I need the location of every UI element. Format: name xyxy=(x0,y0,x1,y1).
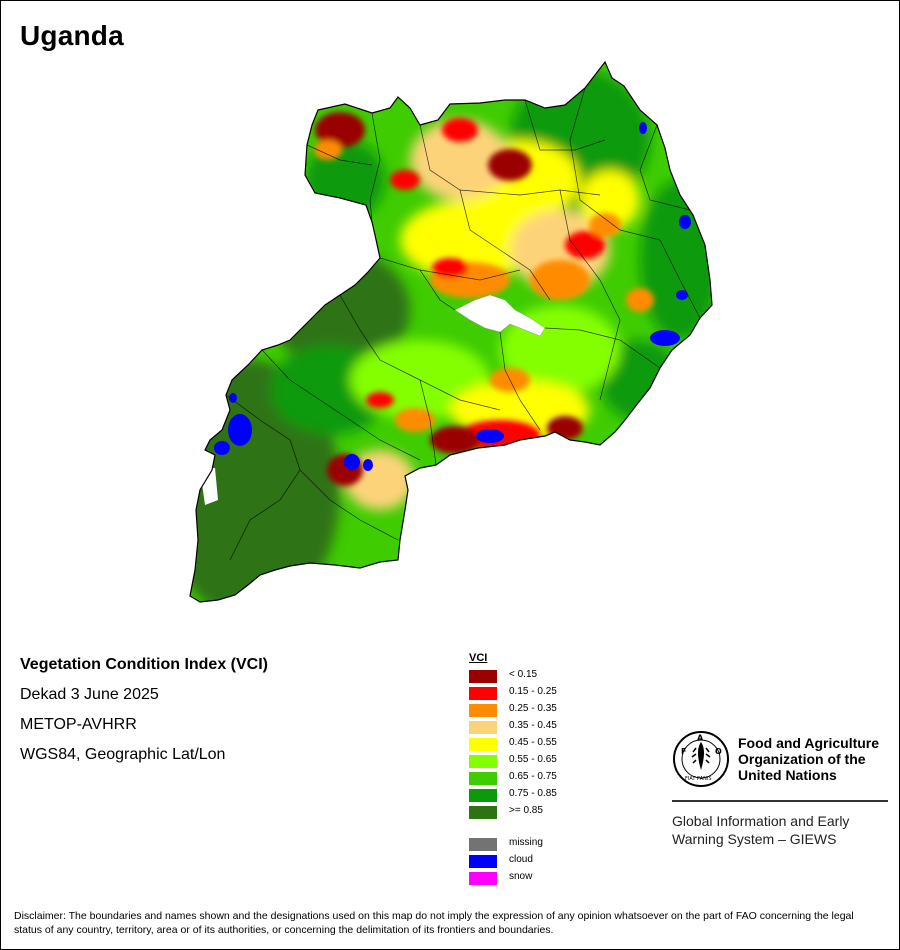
sensor-label: METOP-AVHRR xyxy=(20,716,137,733)
vci-hotspots xyxy=(314,112,654,486)
legend-label: 0.65 - 0.75 xyxy=(509,771,557,782)
lake-kyoga xyxy=(454,294,546,337)
emblem-letter-f: F xyxy=(681,747,686,756)
emblem-motto: FIAT PANIS xyxy=(685,776,712,782)
fao-emblem-icon: F A O FIAT PANIS xyxy=(673,731,729,787)
legend-item-snow: snow xyxy=(469,870,532,887)
legend-swatch xyxy=(469,806,497,819)
disclaimer-text: Disclaimer: The boundaries and names sho… xyxy=(14,910,854,936)
legend-label: missing xyxy=(509,837,543,848)
vci-map xyxy=(189,61,713,603)
legend-label: cloud xyxy=(509,854,533,865)
period-label: Dekad 3 June 2025 xyxy=(20,686,159,703)
logo-divider xyxy=(672,800,888,802)
legend-item: >= 0.85 xyxy=(469,804,543,821)
map-title: Uganda xyxy=(20,20,124,51)
legend-item: 0.15 - 0.25 xyxy=(469,685,557,702)
legend-item-cloud: cloud xyxy=(469,853,533,870)
legend-swatch xyxy=(469,704,497,717)
cloud-patches xyxy=(214,122,691,471)
legend-label: 0.55 - 0.65 xyxy=(509,754,557,765)
legend-item: 0.55 - 0.65 xyxy=(469,753,557,770)
org-name-line: Food and Agriculture xyxy=(738,735,880,751)
map-info-block: Vegetation Condition Index (VCI) Dekad 3… xyxy=(20,656,268,776)
org-name-line: Organization of the xyxy=(738,751,866,767)
legend-swatch xyxy=(469,838,497,851)
organization-name: Food and Agriculture Organization of the… xyxy=(738,735,888,783)
legend-swatch xyxy=(469,721,497,734)
giews-line: Global Information and Early xyxy=(672,813,850,829)
legend-swatch xyxy=(469,772,497,785)
legend-label: snow xyxy=(509,871,533,882)
legend-item: 0.65 - 0.75 xyxy=(469,770,557,787)
legend-label: 0.15 - 0.25 xyxy=(509,686,557,697)
legend-label: 0.35 - 0.45 xyxy=(509,720,557,731)
legend-swatch xyxy=(469,670,497,683)
giews-line: Warning System – GIEWS xyxy=(672,831,837,847)
legend-label: < 0.15 xyxy=(509,669,538,680)
org-name-line: United Nations xyxy=(738,767,837,783)
legend-label: 0.25 - 0.35 xyxy=(509,703,557,714)
emblem-letter-o: O xyxy=(715,747,722,756)
legend-swatch xyxy=(469,789,497,802)
legend-item: < 0.15 xyxy=(469,668,537,685)
district-boundaries xyxy=(225,87,701,561)
legend-label: 0.45 - 0.55 xyxy=(509,737,557,748)
legend: VCI < 0.15 0.15 - 0.25 0.25 - 0.35 0.35 … xyxy=(469,652,557,887)
legend-item: 0.75 - 0.85 xyxy=(469,787,557,804)
legend-item: 0.45 - 0.55 xyxy=(469,736,557,753)
emblem-letter-a: A xyxy=(697,734,704,743)
legend-swatch xyxy=(469,872,497,885)
legend-item: 0.25 - 0.35 xyxy=(469,702,557,719)
vci-broad-patches xyxy=(190,70,712,602)
projection-label: WGS84, Geographic Lat/Lon xyxy=(20,746,226,763)
legend-swatch xyxy=(469,738,497,751)
legend-swatch xyxy=(469,687,497,700)
legend-item-missing: missing xyxy=(469,836,543,853)
index-name: Vegetation Condition Index (VCI) xyxy=(20,656,268,673)
legend-item: 0.35 - 0.45 xyxy=(469,719,557,736)
legend-label: >= 0.85 xyxy=(509,805,543,816)
legend-swatch xyxy=(469,755,497,768)
legend-swatch xyxy=(469,855,497,868)
giews-program: Global Information and Early Warning Sys… xyxy=(672,812,888,848)
legend-title: VCI xyxy=(469,652,488,664)
legend-label: 0.75 - 0.85 xyxy=(509,788,557,799)
